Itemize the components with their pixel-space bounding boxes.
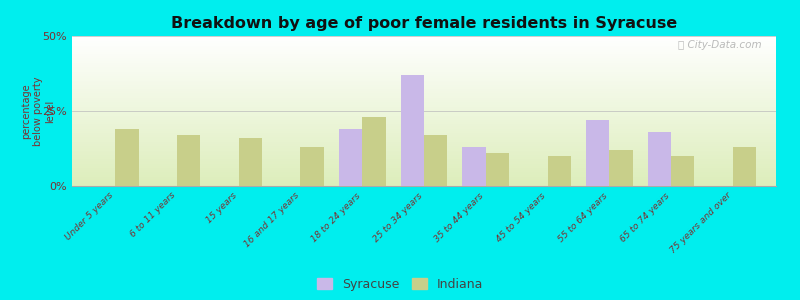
Text: Ⓣ City-Data.com: Ⓣ City-Data.com — [678, 40, 762, 50]
Bar — [671, 156, 694, 186]
Bar — [733, 147, 756, 186]
Bar — [586, 120, 610, 186]
Bar — [301, 147, 324, 186]
Bar — [610, 150, 633, 186]
Y-axis label: percentage
below poverty
level: percentage below poverty level — [22, 76, 55, 146]
Bar — [362, 117, 386, 186]
Bar — [115, 129, 138, 186]
Bar — [547, 156, 571, 186]
Bar — [338, 129, 362, 186]
Title: Breakdown by age of poor female residents in Syracuse: Breakdown by age of poor female resident… — [171, 16, 677, 31]
Bar — [462, 147, 486, 186]
Bar — [647, 132, 671, 186]
Bar — [238, 138, 262, 186]
Legend: Syracuse, Indiana: Syracuse, Indiana — [317, 278, 483, 291]
Bar — [424, 135, 447, 186]
Bar — [177, 135, 201, 186]
Bar — [486, 153, 510, 186]
Bar — [401, 75, 424, 186]
